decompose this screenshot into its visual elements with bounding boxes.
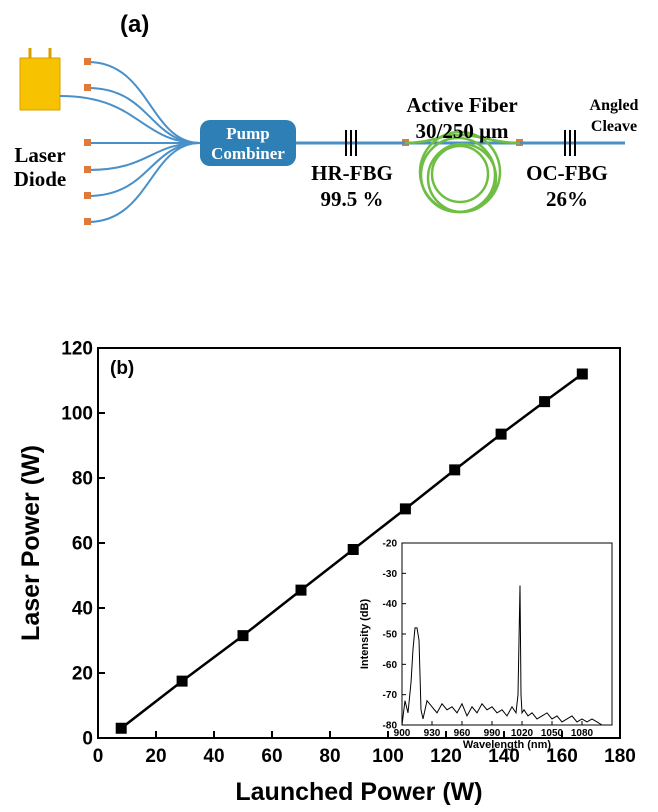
x-tick-label: 0: [93, 746, 104, 767]
oc-fbg-icon: [564, 130, 576, 156]
x-tick-label: 120: [430, 746, 462, 767]
output-label: Angled: [590, 97, 639, 114]
x-axis-title: Wavelength (nm): [463, 739, 552, 751]
data-marker: [347, 544, 359, 555]
x-tick-label: 20: [145, 746, 166, 767]
y-tick-label: 0: [82, 729, 93, 750]
y-tick-label: -70: [383, 690, 398, 701]
y-axis-title: Laser Power (W): [17, 445, 45, 641]
y-tick-label: 80: [72, 469, 93, 490]
y-tick-label: -20: [383, 539, 398, 550]
x-tick-label: 990: [484, 728, 501, 739]
combiner-label: Pump: [226, 124, 269, 143]
fiber-label: 30/250 μm: [416, 119, 509, 143]
hr-fbg-label: 99.5 %: [321, 187, 384, 211]
output-label: Cleave: [591, 118, 637, 135]
x-tick-label: 140: [488, 746, 520, 767]
y-tick-label: -80: [383, 721, 398, 732]
diagram: (a) Pump Combiner: [14, 11, 639, 225]
hr-fbg-icon: [345, 130, 357, 156]
panel-label: (a): [120, 11, 149, 38]
x-tick-label: 80: [319, 746, 340, 767]
series-line: [120, 372, 584, 730]
laser-diode-icon: [19, 57, 61, 111]
y-tick-label: 40: [72, 599, 93, 620]
x-axis-title: Launched Power (W): [235, 778, 482, 806]
oc-fbg-label: OC-FBG: [526, 161, 608, 185]
x-tick-label: 160: [546, 746, 578, 767]
data-marker: [495, 428, 507, 440]
y-tick-label: -50: [383, 630, 398, 641]
pump-fibers: [59, 61, 201, 223]
x-tick-label: 1050: [541, 728, 564, 739]
y-tick-label: 120: [61, 339, 93, 360]
x-tick-label: 100: [372, 746, 404, 767]
data-marker: [237, 630, 249, 642]
diode-label: Laser: [14, 143, 65, 167]
x-tick-label: 930: [424, 728, 441, 739]
hr-fbg-label: HR-FBG: [311, 161, 393, 185]
x-tick-label: 180: [604, 746, 636, 767]
chart: 0 20 40 60 80 100 120 140 160 180 0 20 40 60 80 100 120 L…: [17, 339, 636, 806]
data-marker: [399, 503, 411, 515]
x-tick-label: 40: [203, 746, 224, 767]
data-marker: [115, 722, 127, 734]
fiber-coil: [404, 130, 521, 214]
data-marker: [576, 368, 588, 380]
y-tick-label: -40: [383, 599, 398, 610]
y-tick-label: -60: [383, 660, 398, 671]
data-marker: [295, 584, 307, 596]
x-tick-label: 1080: [571, 728, 594, 739]
y-tick-label: 60: [72, 534, 93, 555]
series-line: [401, 585, 603, 726]
oc-fbg-label: 26%: [546, 187, 588, 211]
y-axis-title: Intensity (dB): [359, 599, 371, 670]
x-tick-label: 60: [261, 746, 282, 767]
inset-background: [402, 543, 612, 725]
panel-label: (b): [110, 358, 134, 379]
diode-label: Diode: [14, 167, 67, 191]
x-tick-label: 960: [454, 728, 471, 739]
data-marker: [539, 396, 551, 408]
fiber-label: Active Fiber: [406, 93, 517, 117]
chart: 900 930 960 990 1020 1050 1080 -80 -70 -60 -50 -40 -…: [359, 539, 613, 751]
x-tick-label: 900: [394, 728, 411, 739]
pump-combiner-box: [200, 120, 296, 166]
x-tick-label: 1020: [511, 728, 534, 739]
y-tick-label: -30: [383, 569, 398, 580]
data-marker: [449, 464, 461, 476]
y-tick-label: 100: [61, 404, 93, 425]
combiner-label: Combiner: [211, 144, 285, 163]
data-marker: [176, 675, 188, 687]
y-tick-label: 20: [72, 664, 93, 685]
